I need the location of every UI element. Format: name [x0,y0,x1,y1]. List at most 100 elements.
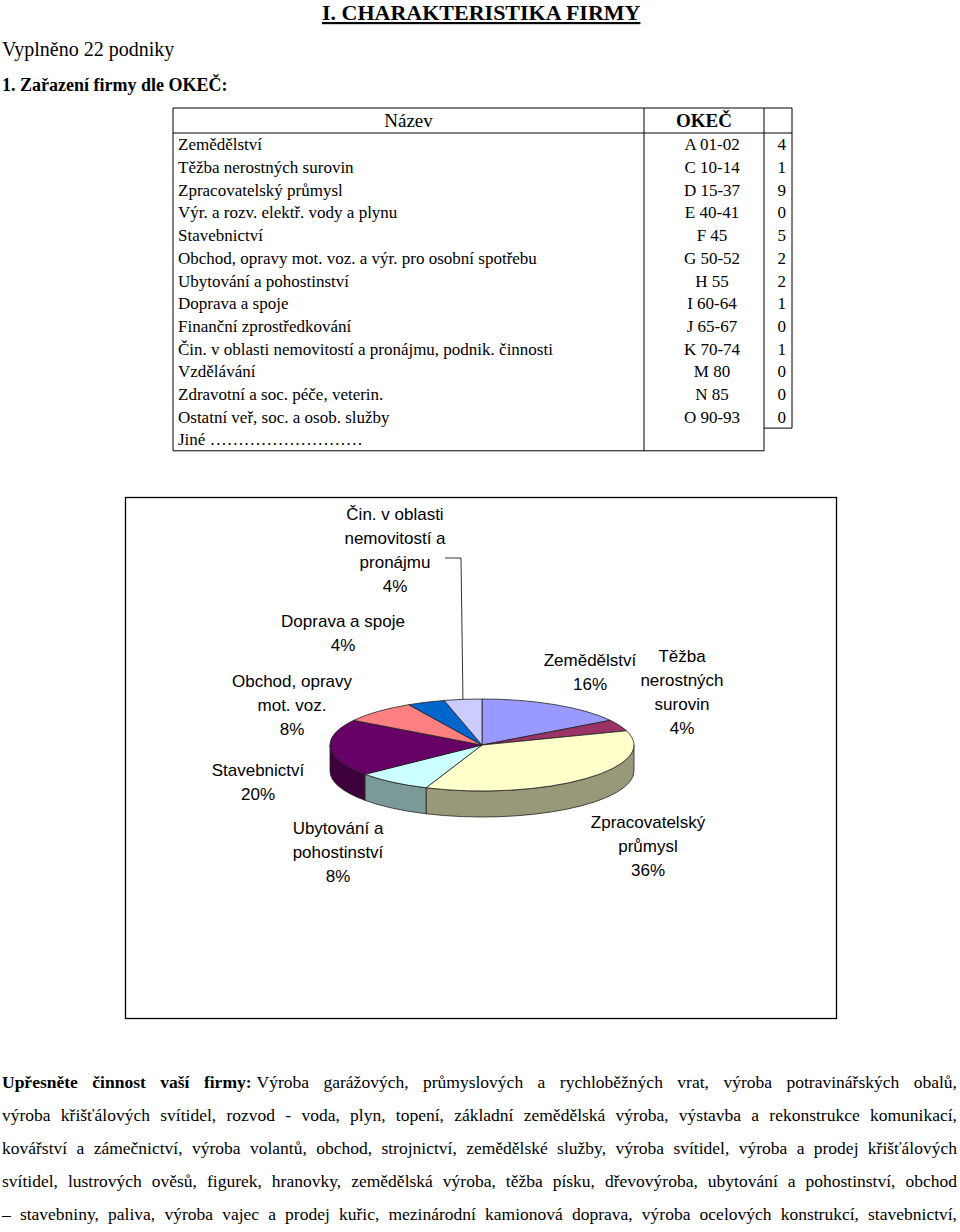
slice-label-line: Ubytování a [293,819,384,838]
slice-label-line: nerostných [640,671,723,690]
slice-label-line: Těžba [658,647,706,666]
slice-value: 20% [241,785,275,804]
slice-label-line: mot. voz. [258,696,327,715]
slice-value: 4% [331,636,356,655]
slice-label-line: nemovitostí a [344,529,446,548]
activity-line: – stavebniny, paliva, výroba vajec a pro… [2,1198,957,1231]
okec-code: N 85 [695,385,729,404]
sector-name: Finanční zprostředkování [178,317,352,336]
activity-text-line: svítidel, lustrových ověsů, figurek, hra… [2,1171,957,1191]
chart-frame [126,498,837,1019]
activity-text-line: – stavebniny, paliva, výroba vajec a pro… [2,1204,957,1224]
sector-name: Doprava a spoje [178,294,288,313]
okec-table: Název OKEČ Zemědělství A 01-02 4 Těžba nerost… [173,108,792,451]
okec-code: J 65-67 [687,317,738,336]
okec-code: D 15-37 [684,181,741,200]
okec-code: A 01-02 [684,135,739,154]
sector-name: Výr. a rozv. elektř. vody a plynu [178,203,398,222]
firm-count: 1 [778,158,787,177]
slice-label-line: Obchod, opravy [232,672,353,691]
sector-name: Zpracovatelský průmysl [178,181,343,200]
okec-code: I 60-64 [687,294,737,313]
slice-value: 36% [631,861,665,880]
activity-line: výroba křišťálových svítidel, rozvod - v… [2,1099,957,1132]
title: I. CHARAKTERISTIKA FIRMY [322,0,641,25]
sector-name: Ostatní veř, soc. a osob. služby [178,408,390,427]
slice-label-line: Stavebnictví [212,761,305,780]
okec-code: C 10-14 [684,158,740,177]
page: I. CHARAKTERISTIKA FIRMY Vyplněno 22 podn… [0,0,960,1232]
firm-count: 0 [778,362,787,381]
pie-slice [444,699,482,745]
slice-label-line: Zemědělství [544,651,637,670]
pie-tops [330,699,634,791]
slice-value: 4% [670,719,695,738]
slice-label: Čin. v oblasti nemovitostí a pronájmu [344,505,446,572]
activity-line: svítidel, lustrových ověsů, figurek, hra… [2,1165,957,1198]
slice-label: Zpracovatelský průmysl [591,813,706,856]
firm-count: 0 [778,317,787,336]
sector-name: Stavebnictví [178,226,263,245]
slice-label-line: pronájmu [360,553,431,572]
sector-name: Zemědělství [178,135,262,154]
column-header: OKEČ [676,110,732,131]
table-border [764,108,765,451]
activity-text: Upřesněte činnost vaší firmy:Výroba gará… [2,1066,957,1231]
slice-label-line: Zpracovatelský [591,813,706,832]
table-border [173,133,792,134]
table-border [173,108,792,109]
respondents: Vyplněno 22 podniky [2,38,174,61]
leader-line [445,558,463,699]
activity-text-line: výroba křišťálových svítidel, rozvod - v… [2,1105,957,1125]
question: 1. Zařazení firmy dle OKEČ: [2,74,227,95]
sector-name: Vzdělávání [178,362,256,381]
slice-label-line: surovin [655,695,710,714]
activity-line: kovářství a zámečnictví, výroba volantů,… [2,1132,957,1165]
table-border [792,108,793,428]
firm-count: 9 [778,181,787,200]
slice-label: Zemědělství [544,651,637,670]
sector-name: Čin. v oblasti nemovitostí a pronájmu, p… [178,340,553,359]
table-border [173,108,174,451]
okec-code: G 50-52 [684,249,740,268]
slice-label: Doprava a spoje [281,612,405,631]
sector-name: Těžba nerostných surovin [178,158,354,177]
firm-count: 1 [778,294,787,313]
firm-count: 4 [778,135,787,154]
slice-label: Těžba nerostných surovin [640,647,723,714]
sector-name: Obchod, opravy mot. voz. a výr. pro osob… [178,249,537,268]
okec-code: F 45 [697,226,728,245]
okec-code: O 90-93 [684,408,740,427]
table-border [764,428,792,429]
table-border [644,108,645,451]
pie-chart: Zemědělství 16% Těžba nerostných surovin 4% Zp… [212,505,724,886]
firm-count: 2 [778,272,787,291]
firm-count: 2 [778,249,787,268]
firm-count: 0 [778,408,787,427]
firm-count: 1 [778,340,787,359]
other-row: Jiné ……………………… [178,430,363,449]
pie-labels: Zemědělství 16% Těžba nerostných surovin 4% Zp… [212,505,724,886]
sector-name: Zdravotní a soc. péče, veterin. [178,385,383,404]
firm-count: 0 [778,385,787,404]
slice-value: 8% [280,720,305,739]
okec-code: K 70-74 [684,340,741,359]
slice-value: 16% [573,675,607,694]
okec-code: H 55 [695,272,729,291]
slice-value: 8% [326,867,351,886]
slice-label-line: Doprava a spoje [281,612,405,631]
activity-line: Upřesněte činnost vaší firmy:Výroba gará… [2,1066,957,1099]
slice-label: Obchod, opravy mot. voz. [232,672,353,715]
slice-value: 4% [383,577,408,596]
activity-text-line: Výroba garážových, průmyslových a rychlo… [257,1072,957,1092]
table-border [173,450,764,451]
firm-count: 5 [778,226,787,245]
okec-code: E 40-41 [685,203,739,222]
slice-label: Ubytování a pohostinství [293,819,384,862]
activity-text-line: kovářství a zámečnictví, výroba volantů,… [2,1138,957,1158]
slice-label-line: průmysl [618,837,678,856]
slice-label-line: pohostinství [293,843,384,862]
okec-code: M 80 [694,362,730,381]
slice-label-line: Čin. v oblasti [346,505,443,524]
column-header: Název [384,110,433,131]
